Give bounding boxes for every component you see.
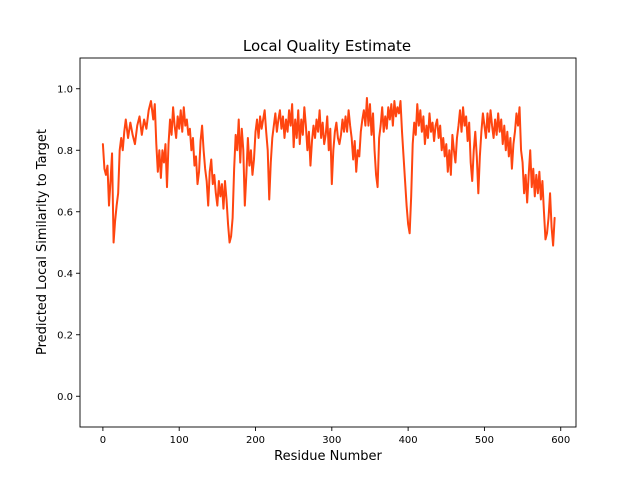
x-tick-label: 100 xyxy=(170,435,189,446)
y-axis-label: Predicted Local Similarity to Target xyxy=(35,129,50,355)
y-tick-label: 0.6 xyxy=(57,207,73,218)
series-line-0 xyxy=(101,96,556,247)
x-tick-label: 300 xyxy=(322,435,341,446)
plot-frame xyxy=(79,57,577,428)
x-tick-label: 500 xyxy=(475,435,494,446)
y-tick-label: 0.2 xyxy=(57,330,73,341)
y-tick-label: 0.4 xyxy=(57,269,73,280)
x-tick-label: 0 xyxy=(100,435,106,446)
y-tick-label: 0.8 xyxy=(57,146,73,157)
y-tick-label: 1.0 xyxy=(57,84,73,95)
x-axis-label: Residue Number xyxy=(274,449,382,464)
y-tick-label: 0.0 xyxy=(57,392,73,403)
x-tick-label: 600 xyxy=(551,435,570,446)
x-axis-ticks: 0 100 200 300 400 500 600 xyxy=(100,427,570,446)
x-tick-label: 400 xyxy=(399,435,418,446)
y-axis-ticks: 0.0 0.2 0.4 0.6 0.8 1.0 xyxy=(57,84,80,403)
plot-area xyxy=(101,96,556,247)
chart-title: Local Quality Estimate xyxy=(243,37,411,55)
x-tick-label: 200 xyxy=(246,435,265,446)
